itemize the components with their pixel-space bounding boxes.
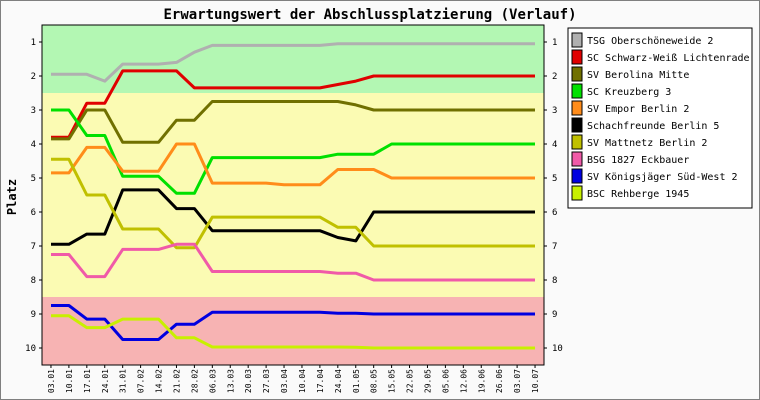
legend-swatch	[571, 185, 583, 201]
x-tick-label: 14.02	[155, 369, 164, 393]
legend-swatch	[571, 100, 583, 116]
series-line-6	[51, 157, 535, 250]
series-line-3	[51, 108, 535, 195]
y-tick-label: 8	[31, 276, 36, 286]
legend-swatch	[571, 66, 583, 82]
y-axis-label: Platz	[5, 179, 19, 215]
x-tick-label: 17.01	[83, 369, 92, 393]
legend-label: BSG 1827 Eckbauer	[587, 155, 689, 166]
x-tick-label: 10.04	[298, 369, 307, 393]
y-tick-label-right: 10	[552, 344, 563, 354]
x-tick-label: 26.06	[495, 369, 504, 393]
legend-label: Schachfreunde Berlin 5	[587, 121, 719, 132]
zone-band-2	[42, 297, 544, 365]
series-line-8	[51, 304, 535, 341]
x-tick-label: 17.04	[316, 369, 325, 393]
y-tick-label: 9	[31, 310, 36, 320]
x-tick-label: 31.01	[119, 369, 128, 393]
x-tick-label: 28.02	[190, 369, 199, 393]
legend-label: SV Königsjäger Süd-West 2	[587, 172, 738, 183]
zone-band-0	[42, 25, 544, 93]
legend-label: SC Kreuzberg 3	[587, 87, 671, 98]
x-tick-label: 22.05	[406, 369, 415, 393]
series-lines	[51, 42, 535, 350]
y-tick-label: 1	[31, 38, 36, 48]
chart-title: Erwartungswert der Abschlussplatzierung …	[163, 7, 576, 23]
y-tick-label-right: 7	[552, 242, 557, 252]
y-tick-label-right: 5	[552, 174, 557, 184]
legend-label: TSG Oberschöneweide 2	[587, 36, 713, 47]
x-tick-label: 10.07	[531, 369, 540, 393]
y-tick-label-right: 3	[552, 106, 557, 116]
zone-bands	[42, 25, 544, 365]
x-tick-label: 03.04	[280, 369, 289, 393]
legend-label: SV Berolina Mitte	[587, 70, 689, 81]
x-tick-label: 13.03	[226, 369, 235, 393]
y-tick-label-right: 8	[552, 276, 557, 286]
x-tick-label: 19.06	[477, 369, 486, 393]
series-line-0	[51, 42, 535, 83]
zone-band-1	[42, 93, 544, 297]
x-tick-label: 29.05	[424, 369, 433, 393]
y-tick-label: 10	[25, 344, 36, 354]
y-tick-label-right: 4	[552, 140, 557, 150]
series-line-9	[51, 314, 535, 350]
legend-label: SV Empor Berlin 2	[587, 104, 689, 115]
x-tick-label: 24.01	[101, 369, 110, 393]
x-tick-label: 06.03	[208, 369, 217, 393]
legend-swatch	[571, 134, 583, 150]
plot-border	[41, 24, 545, 366]
x-ticks: 03.01 10.01 17.01 24.01 31.01 07.02 14.02 21.02…	[47, 365, 540, 393]
x-tick-label: 15.05	[388, 369, 397, 393]
y-tick-label: 7	[31, 242, 36, 252]
x-tick-label: 03.01	[47, 369, 56, 393]
legend-swatch	[571, 168, 583, 184]
legend-swatch	[571, 151, 583, 167]
x-tick-label: 27.03	[262, 369, 271, 393]
legend-swatch	[571, 49, 583, 65]
legend-swatch	[571, 83, 583, 99]
x-tick-label: 12.06	[459, 369, 468, 393]
y-tick-label: 4	[31, 140, 36, 150]
y-tick-label: 6	[31, 208, 36, 218]
legend: TSG Oberschöneweide 2 SC Schwarz-Weiß Lic…	[567, 27, 753, 209]
x-tick-label: 10.01	[65, 369, 74, 393]
legend-swatch	[571, 32, 583, 48]
x-tick-label: 20.03	[244, 369, 253, 393]
x-tick-label: 07.02	[137, 369, 146, 393]
y-ticks-left: 1 2 3 4 5 6 7 8 9 10	[25, 38, 42, 354]
y-tick-label-right: 1	[552, 38, 557, 48]
series-line-1	[51, 69, 535, 139]
y-tick-label-right: 9	[552, 310, 557, 320]
x-tick-label: 24.04	[334, 369, 343, 393]
legend-label: BSC Rehberge 1945	[587, 189, 689, 200]
legend-label: SV Mattnetz Berlin 2	[587, 138, 707, 149]
y-tick-label-right: 2	[552, 72, 557, 82]
y-tick-label: 3	[31, 106, 36, 116]
y-tick-label: 5	[31, 174, 36, 184]
x-tick-label: 21.02	[173, 369, 182, 393]
legend-swatch	[571, 117, 583, 133]
y-tick-label-right: 6	[552, 208, 557, 218]
x-tick-label: 08.05	[370, 369, 379, 393]
x-tick-label: 05.06	[441, 369, 450, 393]
y-tick-label: 2	[31, 72, 36, 82]
series-line-7	[51, 242, 535, 282]
series-line-2	[51, 100, 535, 144]
series-line-5	[51, 188, 535, 246]
series-line-4	[51, 142, 535, 187]
legend-box	[567, 27, 753, 209]
legend-label: SC Schwarz-Weiß Lichtenrade	[587, 53, 750, 64]
x-tick-label: 03.07	[513, 369, 522, 393]
x-tick-label: 01.05	[352, 369, 361, 393]
y-ticks-right: 1 2 3 4 5 6 7 8 9 10	[544, 38, 563, 354]
